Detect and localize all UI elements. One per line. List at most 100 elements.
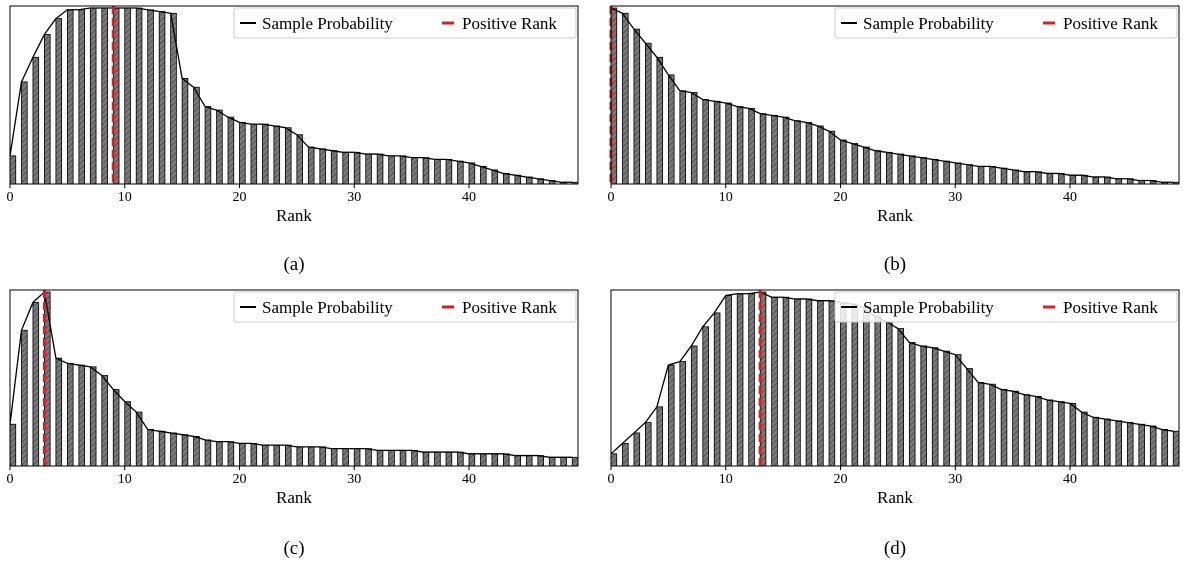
x-tick-label-0: 0 (608, 190, 615, 205)
bar-rank-1 (622, 442, 629, 467)
sample-probability-line (610, 7, 1174, 183)
bar-rank-23 (874, 315, 882, 467)
bar-rank-17 (805, 298, 813, 467)
bar-rank-27 (920, 157, 927, 185)
bar-rank-38 (1046, 173, 1054, 185)
bar-rank-39 (457, 451, 464, 467)
bar-rank-5 (667, 364, 675, 467)
bar-rank-41 (480, 453, 487, 467)
bar-rank-18 (216, 441, 223, 467)
bar-rank-22 (863, 307, 870, 467)
bar-rank-2 (32, 302, 40, 467)
bar-rank-17 (805, 122, 813, 185)
bar-rank-10 (725, 102, 732, 185)
bar-rank-31 (365, 153, 372, 185)
x-tick-label-20: 20 (833, 190, 847, 205)
bar-rank-26 (307, 146, 315, 185)
bar-rank-36 (1023, 171, 1031, 185)
subplot-a: 0 10 20 30 40 Rank (a) Sample Probability Positi… (7, 5, 579, 275)
bar-rank-42 (491, 453, 499, 467)
bar-rank-8 (702, 326, 709, 467)
bar-rank-38 (1046, 399, 1054, 467)
bar-rank-24 (885, 151, 893, 185)
bar-rank-31 (365, 448, 372, 467)
bar-rank-41 (480, 165, 487, 185)
bar-rank-33 (388, 449, 395, 467)
subplot-caption: (d) (884, 538, 906, 559)
bar-rank-32 (977, 382, 985, 467)
bar-rank-12 (748, 293, 755, 467)
legend: Sample Probability Positive Rank (233, 7, 577, 39)
bar-rank-31 (966, 368, 973, 467)
bar-rank-4 (55, 357, 63, 467)
legend-sample-label: Sample Probability (863, 298, 994, 317)
bar-rank-36 (1023, 394, 1031, 467)
x-tick-label-0: 0 (608, 472, 615, 487)
bar-rank-5 (667, 74, 675, 185)
bar-rank-48 (1161, 429, 1168, 467)
bar-rank-46 (1138, 423, 1145, 467)
bar-rank-13 (158, 11, 166, 185)
x-tick-label-0: 0 (7, 190, 14, 205)
bar-rank-34 (1000, 167, 1008, 185)
bar-rank-6 (78, 364, 85, 467)
bar-rank-7 (690, 92, 698, 185)
bar-rank-28 (330, 150, 338, 185)
bar-rank-40 (468, 162, 476, 185)
bar-rank-41 (1081, 411, 1088, 467)
bar-rank-8 (702, 99, 709, 185)
bar-rank-23 (273, 444, 281, 467)
bar-rank-20 (840, 139, 847, 185)
bar-rank-25 (296, 446, 304, 467)
bar-rank-16 (193, 436, 200, 467)
subplot-c: 0 10 20 30 40 Rank (c) Sample Probability Positi… (7, 289, 579, 559)
bar-rank-9 (112, 389, 120, 467)
plot-frame (610, 5, 1180, 185)
bar-rank-29 (342, 151, 349, 185)
legend-sample-label: Sample Probability (863, 14, 994, 33)
bar-rank-23 (874, 150, 882, 185)
legend-sample-label: Sample Probability (262, 298, 393, 317)
bar-rank-5 (66, 362, 74, 467)
bar-rank-28 (931, 347, 939, 467)
bar-rank-21 (851, 143, 859, 185)
bar-rank-17 (204, 106, 212, 185)
bar-rank-22 (262, 444, 269, 467)
bar-rank-37 (1035, 171, 1042, 185)
legend-box (233, 7, 577, 39)
bar-rank-28 (931, 158, 939, 185)
bar-rank-21 (250, 123, 258, 185)
bar-rank-7 (89, 366, 97, 467)
bar-rank-43 (503, 173, 510, 185)
x-tick-label-20: 20 (232, 190, 246, 205)
bar-rank-0 (610, 453, 618, 467)
bar-rank-44 (1115, 420, 1123, 467)
bar-rank-40 (1069, 402, 1077, 467)
bar-rank-2 (633, 432, 641, 467)
bar-rank-16 (794, 120, 801, 185)
bar-rank-39 (1058, 173, 1065, 185)
bar-rank-3 (645, 42, 652, 185)
x-axis-label: Rank (877, 206, 913, 225)
x-tick-label-40: 40 (1063, 472, 1077, 487)
bar-rank-11 (135, 7, 143, 185)
bar-rank-24 (284, 444, 292, 467)
bar-rank-7 (89, 7, 97, 185)
bar-rank-42 (1092, 176, 1100, 185)
sample-probability-line (9, 290, 573, 458)
bar-rank-27 (920, 345, 927, 467)
subplot-caption: (a) (283, 254, 304, 275)
bar-rank-8 (101, 7, 108, 185)
bar-rank-18 (817, 300, 824, 467)
sample-probability-line (610, 291, 1174, 455)
bar-rank-20 (239, 122, 246, 185)
bar-rank-47 (1149, 425, 1157, 467)
bar-rank-4 (656, 56, 664, 185)
bar-rank-26 (908, 155, 916, 185)
bar-rank-14 (771, 114, 778, 185)
bar-rank-30 (353, 151, 361, 185)
bar-rank-37 (1035, 395, 1042, 467)
bar-rank-11 (736, 293, 744, 467)
